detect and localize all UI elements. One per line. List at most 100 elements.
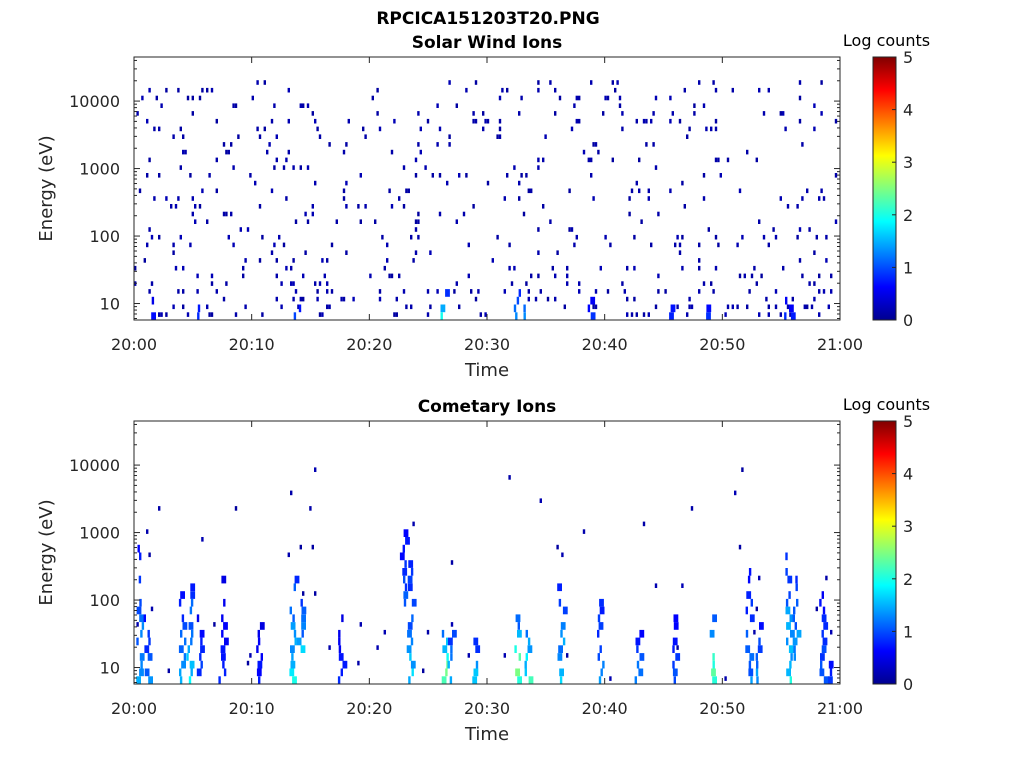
count-cell [834,118,838,124]
x-tick-label: 20:20 [346,699,392,718]
count-cell [570,126,574,132]
feature-cell [472,676,478,684]
feature-cell [399,552,405,561]
count-cell [210,273,214,279]
count-cell [311,211,314,217]
count-cell [698,289,701,294]
feature-cell [257,660,263,669]
feature-cell [144,645,150,653]
feature-cell [559,668,564,677]
count-cell [618,103,622,108]
count-cell [801,196,804,201]
feature-cell [224,637,229,646]
count-cell [647,188,650,194]
count-cell [290,265,293,271]
feature-cell [148,676,153,684]
count-cell [426,118,430,124]
count-cell [815,234,818,240]
count-cell [285,196,288,201]
count-cell [779,111,782,116]
feature-cell [513,304,517,313]
count-cell [566,281,569,286]
count-cell [472,111,475,116]
feature-cell [445,289,450,297]
count-cell [148,87,151,93]
feature-cell [179,668,182,677]
count-cell [242,265,245,271]
count-cell [201,537,204,542]
count-cell [503,289,506,294]
feature-cell [745,606,748,615]
count-cell [249,173,252,178]
count-cell [698,265,701,271]
count-cell [364,204,367,209]
count-cell [417,211,420,217]
feature-cell [289,606,292,615]
feature-cell [136,676,141,684]
count-cell [314,467,317,472]
count-cell [467,273,470,279]
count-cell [498,95,502,101]
feature-cell [183,653,187,661]
count-cell [657,273,660,279]
count-cell [491,258,494,263]
count-cell [755,606,758,612]
count-cell [376,111,379,116]
count-cell [561,552,564,558]
feature-cell [712,676,717,684]
count-cell [686,312,689,317]
colorbar-tick-label: 1 [903,622,913,641]
count-cell [342,188,346,194]
count-cell [686,134,689,139]
feature-cell [406,645,412,653]
feature-cell [139,653,145,661]
feature-cell [792,637,798,646]
count-cell [518,196,521,201]
count-cell [453,289,456,294]
count-cell [587,157,590,163]
x-tick-label: 21:00 [817,335,863,354]
count-cell [570,227,574,232]
count-cell [393,312,396,317]
count-cell [230,211,233,217]
count-cell [818,312,821,317]
feature-cell [789,304,794,313]
colorbar-title: Log counts [843,395,930,414]
count-cell [153,126,156,132]
feature-cell [597,614,601,623]
count-cell [412,521,415,527]
count-cell [606,289,610,294]
count-cell [714,118,718,124]
feature-cell [709,629,715,638]
count-cell [458,304,461,310]
feature-cell [190,583,196,592]
count-cell [225,211,228,217]
feature-cell [260,653,263,661]
feature-cell [639,653,645,661]
feature-cell [787,575,793,584]
count-cell [654,165,658,170]
count-cell [306,103,310,108]
count-cell [242,273,245,279]
figure-title: RPCICA151203T20.PNG [376,9,599,29]
count-cell [316,126,319,132]
count-cell [681,265,684,271]
count-cell [419,149,422,155]
colorbar-title: Log counts [843,31,930,50]
feature-cell [672,668,678,677]
feature-cell [151,312,156,320]
count-cell [683,204,686,209]
count-cell [537,157,540,163]
count-cell [462,211,466,217]
feature-cell [750,598,753,607]
feature-cell [636,660,640,669]
count-cell [762,234,766,240]
colorbar-tick-label: 3 [903,153,913,172]
count-cell [294,219,298,224]
feature-cell [181,660,186,669]
feature-cell [190,598,194,607]
count-cell [527,188,530,194]
count-cell [698,242,701,248]
feature-cell [257,637,261,646]
